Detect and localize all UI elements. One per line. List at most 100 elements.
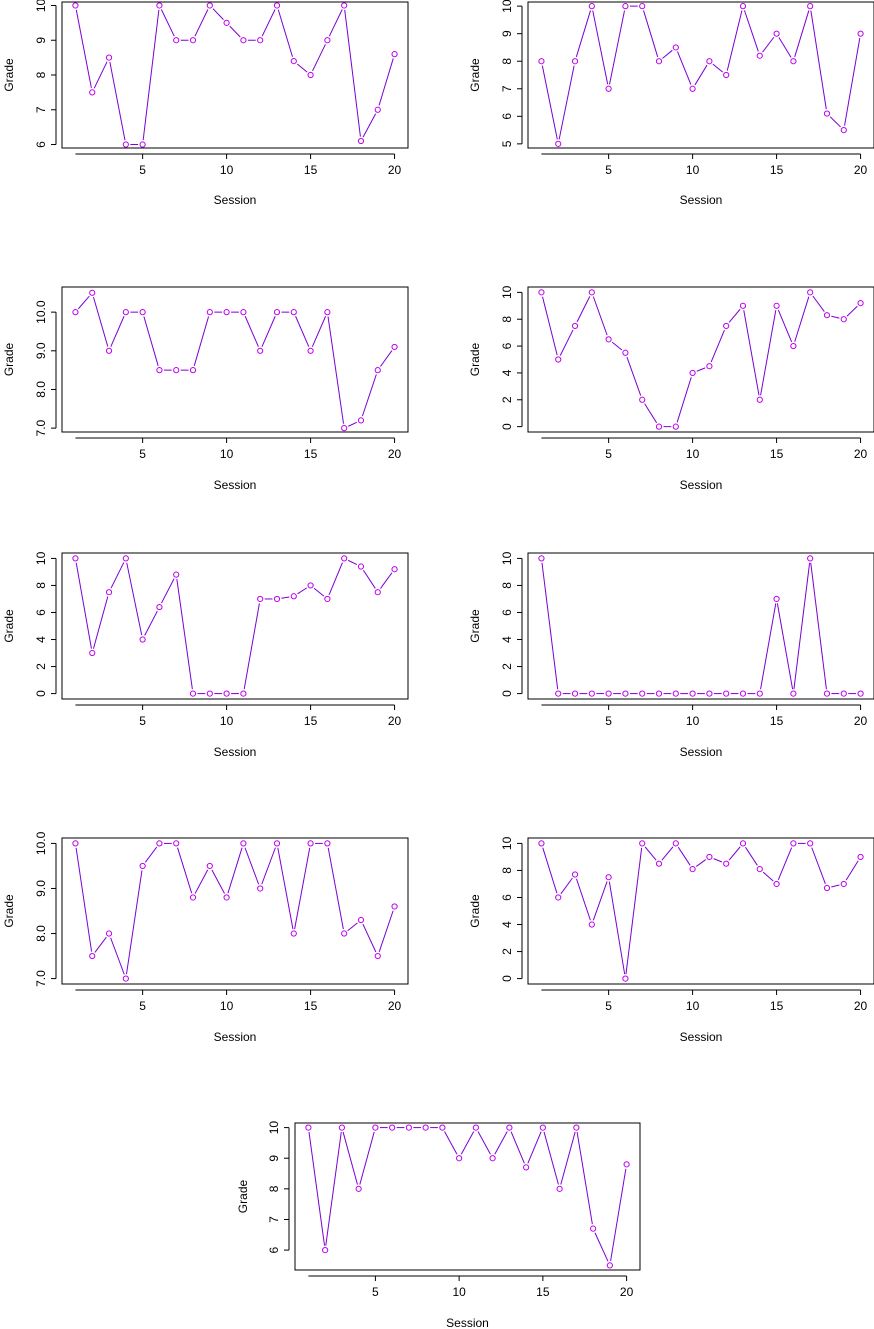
series-line-segment: [142, 9, 160, 141]
data-point: [672, 840, 679, 847]
series-line-segment: [75, 9, 92, 89]
data-point: [273, 595, 281, 603]
data-point: [105, 589, 113, 596]
series-line-segment: [327, 847, 344, 930]
chart-panel-8: 5 10 15 20 0 2 4 6 8 10 Session Grade: [468, 836, 874, 1044]
data-point: [706, 58, 713, 65]
series-line-segment: [212, 8, 224, 20]
data-point: [639, 396, 646, 403]
series-line-segment: [644, 846, 657, 861]
series-line-segment: [743, 310, 760, 396]
data-point: [240, 840, 247, 847]
series-line-segment: [845, 860, 859, 881]
x-tick-label: 15: [304, 999, 318, 1013]
data-point: [538, 840, 545, 847]
series-line-segment: [277, 9, 293, 57]
data-point: [290, 309, 297, 316]
y-tick-label: 9: [34, 37, 48, 44]
series-line-segment: [542, 296, 558, 356]
data-point: [840, 880, 847, 888]
data-point: [639, 3, 646, 10]
data-point: [790, 840, 797, 847]
series-line-segment: [75, 562, 92, 649]
chart-panel-6: 5 10 15 20 0 2 4 6 8 10 Session Grade: [468, 551, 874, 759]
data-point: [756, 52, 763, 59]
data-point: [338, 1124, 345, 1131]
data-point: [672, 690, 679, 697]
series-line-segment: [811, 847, 826, 884]
series-line-segment: [594, 1232, 609, 1262]
x-tick-label: 15: [304, 447, 318, 461]
data-point: [374, 367, 381, 374]
y-tick-label: 8.0: [34, 381, 48, 398]
series-line-segment: [344, 9, 361, 137]
series-line-segment: [295, 316, 310, 347]
data-point: [807, 555, 814, 562]
series-line-segment: [308, 1131, 326, 1246]
series-line-segment: [378, 910, 394, 952]
data-point: [756, 690, 763, 697]
y-tick-label: 2: [500, 663, 514, 670]
x-axis-title: Session: [680, 193, 723, 207]
x-tick-label: 20: [854, 163, 868, 177]
series-line-segment: [144, 846, 158, 863]
y-tick-label: 0: [500, 690, 514, 697]
data-point: [605, 690, 612, 697]
series-line-segment: [712, 63, 724, 73]
x-tick-label: 20: [388, 447, 402, 461]
data-point: [756, 396, 763, 403]
series-line-segment: [327, 316, 345, 424]
data-point: [189, 690, 197, 697]
data-point: [723, 71, 730, 79]
series-line-segment: [810, 10, 827, 110]
series-line-segment: [676, 377, 692, 423]
series-line-segment: [762, 36, 775, 53]
data-point: [706, 363, 713, 370]
series-line-segment: [244, 316, 259, 347]
data-point: [257, 347, 264, 354]
y-tick-label: 8.0: [34, 925, 48, 942]
series-line-segment: [78, 295, 90, 310]
series-line-segment: [745, 846, 758, 866]
series-line-segment: [348, 559, 358, 566]
series-line-segment: [176, 579, 193, 690]
data-point: [72, 555, 79, 562]
x-tick-label: 15: [770, 714, 784, 728]
data-point: [506, 1124, 513, 1131]
data-point: [556, 1185, 563, 1192]
data-point: [357, 417, 365, 424]
data-point: [555, 140, 562, 147]
data-point: [723, 860, 730, 867]
series-line-segment: [144, 610, 158, 636]
series-line-segment: [460, 1131, 475, 1155]
data-point: [773, 880, 780, 888]
data-point: [173, 840, 180, 847]
series-line-segment: [713, 858, 723, 863]
y-tick-label: 9: [267, 1155, 281, 1162]
data-point: [206, 2, 213, 9]
data-point: [857, 300, 864, 307]
series-line-segment: [575, 878, 591, 921]
y-tick-label: 10.0: [34, 831, 48, 855]
series-line-segment: [609, 10, 626, 85]
series-line-segment: [194, 869, 209, 894]
series-line-segment: [710, 329, 725, 363]
data-point: [307, 582, 314, 589]
y-tick-label: 6: [34, 609, 48, 616]
data-point: [773, 30, 780, 37]
data-point: [206, 690, 213, 697]
plot-frame: [527, 1, 874, 149]
series-line-segment: [510, 1131, 525, 1164]
data-point: [840, 316, 847, 323]
plot-frame: [61, 1, 409, 149]
x-tick-label: 20: [854, 447, 868, 461]
plot-frame: [527, 552, 874, 700]
series-line-segment: [592, 296, 608, 336]
data-point: [307, 840, 314, 847]
x-tick-label: 15: [770, 447, 784, 461]
series-line-segment: [794, 10, 810, 58]
y-tick-label: 8: [34, 582, 48, 589]
data-point: [391, 51, 398, 58]
data-point: [439, 1124, 446, 1131]
data-point: [273, 309, 281, 316]
